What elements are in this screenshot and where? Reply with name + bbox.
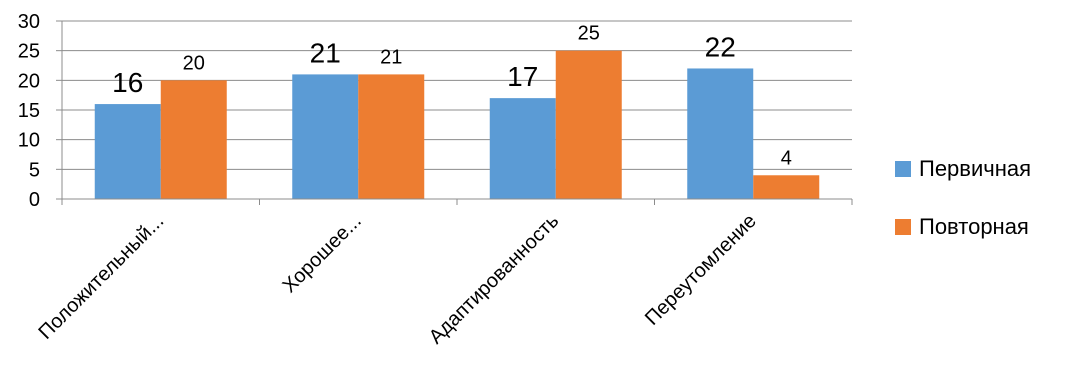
bar [358, 74, 425, 199]
y-tick-label: 20 [18, 70, 40, 92]
legend-item-repeat: Повторная [895, 211, 1031, 243]
x-tick-label: Положительный... [35, 210, 169, 344]
x-tick-label: Хорошее... [278, 210, 365, 297]
bar [687, 68, 754, 199]
bar [753, 175, 820, 199]
data-label: 25 [578, 23, 600, 45]
legend-swatch-primary [895, 161, 911, 177]
data-label: 21 [310, 37, 341, 68]
legend-item-primary: Первичная [895, 153, 1031, 185]
legend: Первичная Повторная [895, 153, 1031, 269]
data-labels: 16 20 21 21 17 25 22 4 [112, 23, 792, 170]
x-tick-label: Переутомление [641, 210, 761, 330]
bar [555, 50, 622, 199]
y-axis: 0 5 10 15 20 25 30 [18, 11, 63, 211]
y-tick-label: 5 [29, 159, 40, 181]
y-tick-label: 0 [29, 189, 40, 211]
bar [489, 98, 556, 199]
data-label: 20 [183, 52, 205, 74]
y-tick-label: 10 [18, 130, 40, 152]
legend-swatch-repeat [895, 219, 911, 235]
bar [160, 80, 227, 199]
y-tick-label: 30 [18, 11, 40, 33]
y-tick-label: 15 [18, 100, 40, 122]
y-tick-label: 25 [18, 41, 40, 63]
x-axis: Положительный... Хорошее... Адаптированнос… [35, 198, 853, 348]
bar [94, 104, 161, 199]
bars [94, 50, 820, 199]
data-label: 4 [781, 147, 792, 169]
legend-label-repeat: Повторная [919, 214, 1029, 239]
data-label: 21 [380, 46, 402, 68]
data-label: 22 [705, 31, 736, 62]
legend-label-primary: Первичная [919, 156, 1032, 181]
x-tick-label: Адаптированность [425, 210, 563, 348]
data-label: 17 [507, 61, 538, 92]
bar [292, 74, 359, 199]
data-label: 16 [112, 67, 143, 98]
